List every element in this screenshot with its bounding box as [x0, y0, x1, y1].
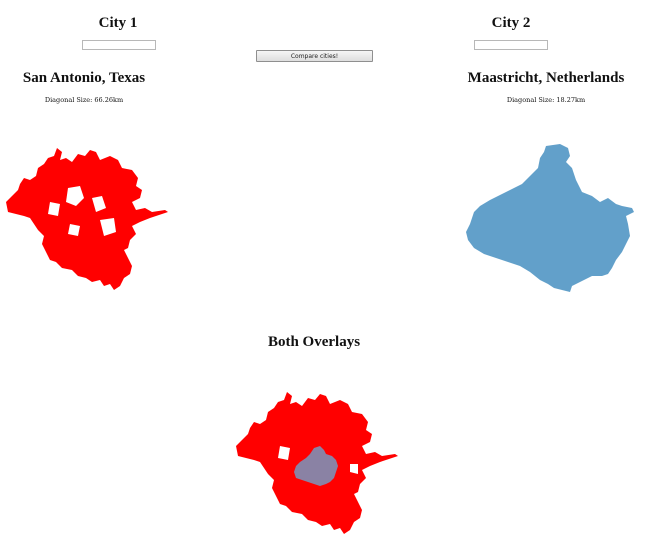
city2-outline: [466, 144, 634, 292]
city1-map-shape: [6, 148, 168, 290]
city2-heading: City 2: [491, 15, 531, 31]
city1-outline: [6, 148, 168, 290]
city1-heading: City 1: [98, 15, 138, 31]
overlay-map-shape: [236, 392, 398, 534]
city1-input[interactable]: [82, 40, 156, 50]
city2-input[interactable]: [474, 40, 548, 50]
city2-diagonal-size: Diagonal Size: 18.27km: [506, 96, 586, 104]
city2-map-shape: [466, 144, 634, 292]
compare-cities-button[interactable]: Compare cities!: [256, 50, 373, 62]
city1-diagonal-size: Diagonal Size: 66.26km: [44, 96, 124, 104]
overlay-title: Both Overlays: [267, 334, 361, 350]
city2-name: Maastricht, Netherlands: [467, 70, 625, 86]
city1-name: San Antonio, Texas: [22, 70, 146, 86]
overlay-city2-outline: [294, 446, 338, 486]
